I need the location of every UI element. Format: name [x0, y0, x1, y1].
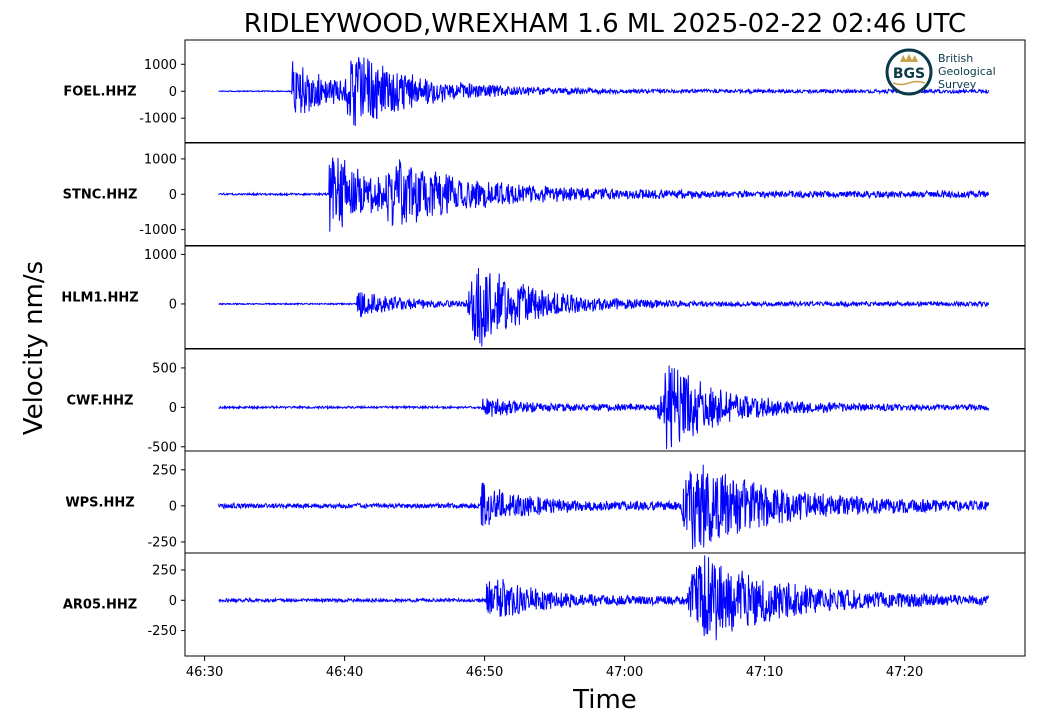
y-tick-label: 1000	[144, 248, 177, 263]
logo-line-3: Survey	[938, 78, 977, 91]
y-tick-label: -500	[147, 440, 177, 455]
trace-panel: FOEL.HHZ 1000 0 -1000	[63, 39, 1026, 143]
y-tick-label: 0	[169, 85, 177, 100]
y-tick-label: 500	[152, 361, 177, 376]
logo-emblem-text: BGS	[893, 66, 925, 82]
panel-frame	[184, 245, 1026, 349]
y-tick-label: -1000	[139, 223, 177, 238]
y-tick-label: -1000	[139, 112, 177, 127]
seismogram-trace	[218, 57, 990, 127]
seismogram-trace	[218, 365, 990, 450]
station-label: HLM1.HHZ	[61, 290, 138, 305]
panel-frame	[184, 348, 1026, 452]
y-tick-label: 1000	[144, 152, 177, 167]
x-tick-label: 46:30	[186, 665, 223, 680]
y-tick-label: 0	[169, 594, 177, 609]
y-tick-label: 0	[169, 401, 177, 416]
seismogram-trace	[218, 555, 990, 641]
y-axis-label: Velocity nm/s	[19, 261, 49, 435]
seismogram-trace	[218, 157, 990, 232]
trace-panel: WPS.HHZ 250 0 -250	[65, 450, 1026, 554]
station-label: WPS.HHZ	[65, 495, 134, 510]
y-tick-label: 1000	[144, 58, 177, 73]
y-tick-label: 0	[169, 188, 177, 203]
seismogram-trace	[218, 464, 990, 550]
y-tick-label: 250	[152, 563, 177, 578]
x-tick-label: 47:00	[606, 665, 643, 680]
station-label: AR05.HHZ	[63, 598, 137, 613]
x-tick-label: 46:50	[466, 665, 503, 680]
trace-panel: AR05.HHZ 250 0 -250	[63, 552, 1026, 657]
panels-group: FOEL.HHZ 1000 0 -1000 STNC.HHZ 1000 0 -1000 HLM1…	[61, 39, 1026, 657]
y-tick-label: 250	[152, 463, 177, 478]
station-label: FOEL.HHZ	[63, 84, 136, 99]
y-tick-label: 0	[169, 297, 177, 312]
y-tick-label: 0	[169, 499, 177, 514]
station-label: STNC.HHZ	[63, 187, 138, 202]
bgs-emblem-icon: BGS	[885, 48, 933, 96]
x-axis: 46:30 46:40 46:50 47:00 47:10 47:20	[186, 656, 923, 680]
station-label: CWF.HHZ	[67, 393, 134, 408]
logo-line-2: Geological	[938, 65, 996, 78]
trace-panel: HLM1.HHZ 1000 0	[61, 245, 1026, 349]
trace-panel: STNC.HHZ 1000 0 -1000	[63, 142, 1026, 246]
y-tick-label: -250	[147, 535, 177, 550]
y-tick-label: -250	[147, 624, 177, 639]
x-axis-label: Time	[572, 685, 637, 715]
bgs-logo: BGS British Geological Survey	[885, 48, 996, 96]
x-tick-label: 47:20	[886, 665, 923, 680]
logo-line-1: British	[938, 52, 973, 65]
x-tick-label: 47:10	[746, 665, 783, 680]
trace-panel: CWF.HHZ 500 0 -500	[67, 348, 1026, 455]
chart-title: RIDLEYWOOD,WREXHAM 1.6 ML 2025-02-22 02:…	[244, 9, 966, 39]
seismogram-trace	[218, 268, 990, 347]
x-tick-label: 46:40	[326, 665, 363, 680]
